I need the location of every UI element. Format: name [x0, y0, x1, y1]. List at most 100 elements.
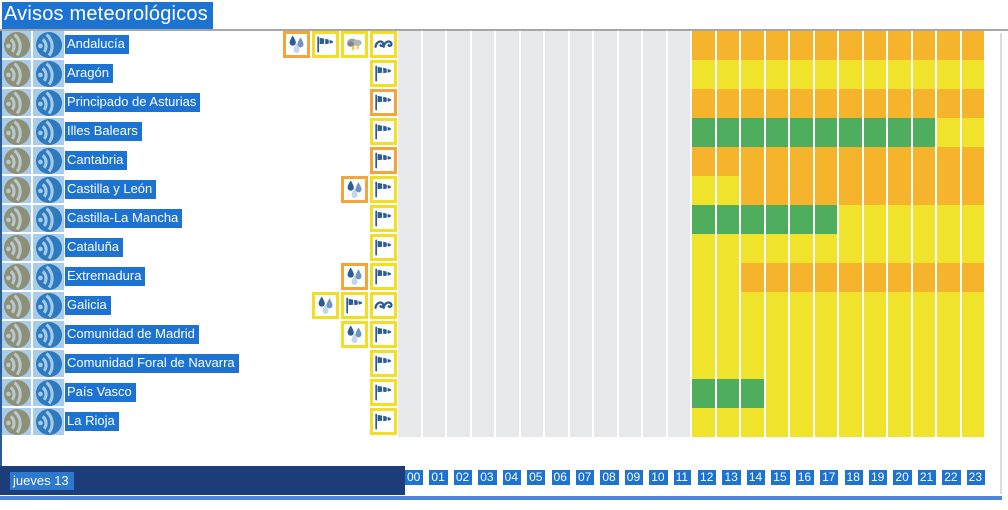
rss-blue-button[interactable] [33, 234, 64, 261]
hour-cell [520, 31, 543, 60]
rss-gray-button[interactable] [2, 263, 33, 290]
hour-cell [692, 234, 715, 263]
wind-warning-badge[interactable] [370, 321, 397, 348]
hour-cell [692, 31, 715, 60]
rss-blue-button[interactable] [33, 147, 64, 174]
hour-cell [447, 147, 470, 176]
hour-cell [569, 263, 592, 292]
hour-cell [716, 321, 739, 350]
rss-blue-icon [35, 205, 62, 232]
rss-gray-button[interactable] [2, 176, 33, 203]
rss-gray-button[interactable] [2, 292, 33, 319]
hour-label: 22 [942, 470, 961, 485]
hour-cell [863, 234, 886, 263]
hour-cell [790, 147, 813, 176]
hour-cell [520, 176, 543, 205]
hour-cell [471, 408, 494, 437]
rss-blue-button[interactable] [33, 292, 64, 319]
rain-warning-badge[interactable] [283, 31, 310, 58]
wind-warning-badge[interactable] [370, 89, 397, 116]
wind-warning-badge[interactable] [370, 205, 397, 232]
rss-blue-button[interactable] [33, 176, 64, 203]
rss-gray-button[interactable] [2, 60, 33, 87]
wind-warning-badge[interactable] [370, 176, 397, 203]
hour-label: 02 [453, 470, 473, 485]
rss-blue-button[interactable] [33, 321, 64, 348]
rss-gray-button[interactable] [2, 31, 33, 58]
rss-gray-button[interactable] [2, 205, 33, 232]
wind-warning-badge[interactable] [370, 408, 397, 435]
hour-grid [398, 350, 984, 379]
rain-warning-badge[interactable] [341, 263, 368, 290]
hour-cell [545, 118, 568, 147]
rss-gray-button[interactable] [2, 350, 33, 377]
hour-cell [569, 205, 592, 234]
wind-warning-badge[interactable] [370, 147, 397, 174]
storm-warning-badge[interactable] [341, 31, 368, 58]
rss-blue-button[interactable] [33, 89, 64, 116]
hour-cell [496, 60, 519, 89]
rss-gray-button[interactable] [2, 321, 33, 348]
hour-cell [520, 263, 543, 292]
hour-cell [520, 205, 543, 234]
waves-icon [374, 40, 393, 48]
hour-cell [741, 60, 764, 89]
hour-cell [839, 205, 862, 234]
hour-cell [961, 292, 984, 321]
rss-blue-button[interactable] [33, 263, 64, 290]
hour-cell [692, 350, 715, 379]
rss-gray-button[interactable] [2, 118, 33, 145]
hour-cell [912, 118, 935, 147]
wind-warning-badge[interactable] [341, 292, 368, 319]
rain-warning-badge[interactable] [312, 292, 339, 319]
rss-blue-button[interactable] [33, 31, 64, 58]
rss-blue-button[interactable] [33, 408, 64, 435]
hour-cell [422, 263, 445, 292]
rss-gray-button[interactable] [2, 379, 33, 406]
rain-icon [347, 180, 362, 199]
wind-warning-badge[interactable] [312, 31, 339, 58]
wind-warning-badge[interactable] [370, 350, 397, 377]
wind-warning-badge[interactable] [370, 118, 397, 145]
region-label: Andalucía [65, 35, 129, 54]
rss-blue-button[interactable] [33, 350, 64, 377]
title-bar: Avisos meteorológicos [0, 0, 1008, 29]
hour-cell [569, 292, 592, 321]
hour-cell [888, 350, 911, 379]
rss-blue-button[interactable] [33, 379, 64, 406]
rss-gray-button[interactable] [2, 147, 33, 174]
hour-cell [814, 292, 837, 321]
waves-warning-badge[interactable] [370, 31, 397, 58]
hour-cell [447, 350, 470, 379]
wind-warning-badge[interactable] [370, 60, 397, 87]
hour-cell [863, 31, 886, 60]
hour-cell [594, 263, 617, 292]
hour-label: 19 [868, 470, 888, 485]
waves-warning-badge[interactable] [370, 292, 397, 319]
rss-gray-button[interactable] [2, 234, 33, 261]
rain-warning-badge[interactable] [341, 321, 368, 348]
rss-blue-button[interactable] [33, 118, 64, 145]
rain-warning-badge[interactable] [341, 176, 368, 203]
hour-cell [937, 350, 960, 379]
wind-warning-badge[interactable] [370, 234, 397, 261]
hour-cell [594, 408, 617, 437]
region-row-header: La Rioja [64, 408, 398, 435]
hour-cell [888, 379, 911, 408]
wind-warning-badge[interactable] [370, 379, 397, 406]
hour-cell [618, 205, 641, 234]
rss-blue-button[interactable] [33, 60, 64, 87]
hour-cell [398, 263, 421, 292]
hour-cell [496, 234, 519, 263]
rss-blue-button[interactable] [33, 205, 64, 232]
hour-cell [765, 205, 788, 234]
hour-cell [961, 89, 984, 118]
time-axis-footer: jueves 13 00 01 02 03 04 05 06 07 08 09 10 11 12 13 14… [0, 466, 1008, 495]
rss-gray-button[interactable] [2, 408, 33, 435]
region-label: Cantabria [65, 151, 128, 170]
rss-gray-button[interactable] [2, 89, 33, 116]
hour-cell [888, 89, 911, 118]
wind-warning-badge[interactable] [370, 263, 397, 290]
hour-cell [398, 147, 421, 176]
hour-cell [545, 321, 568, 350]
